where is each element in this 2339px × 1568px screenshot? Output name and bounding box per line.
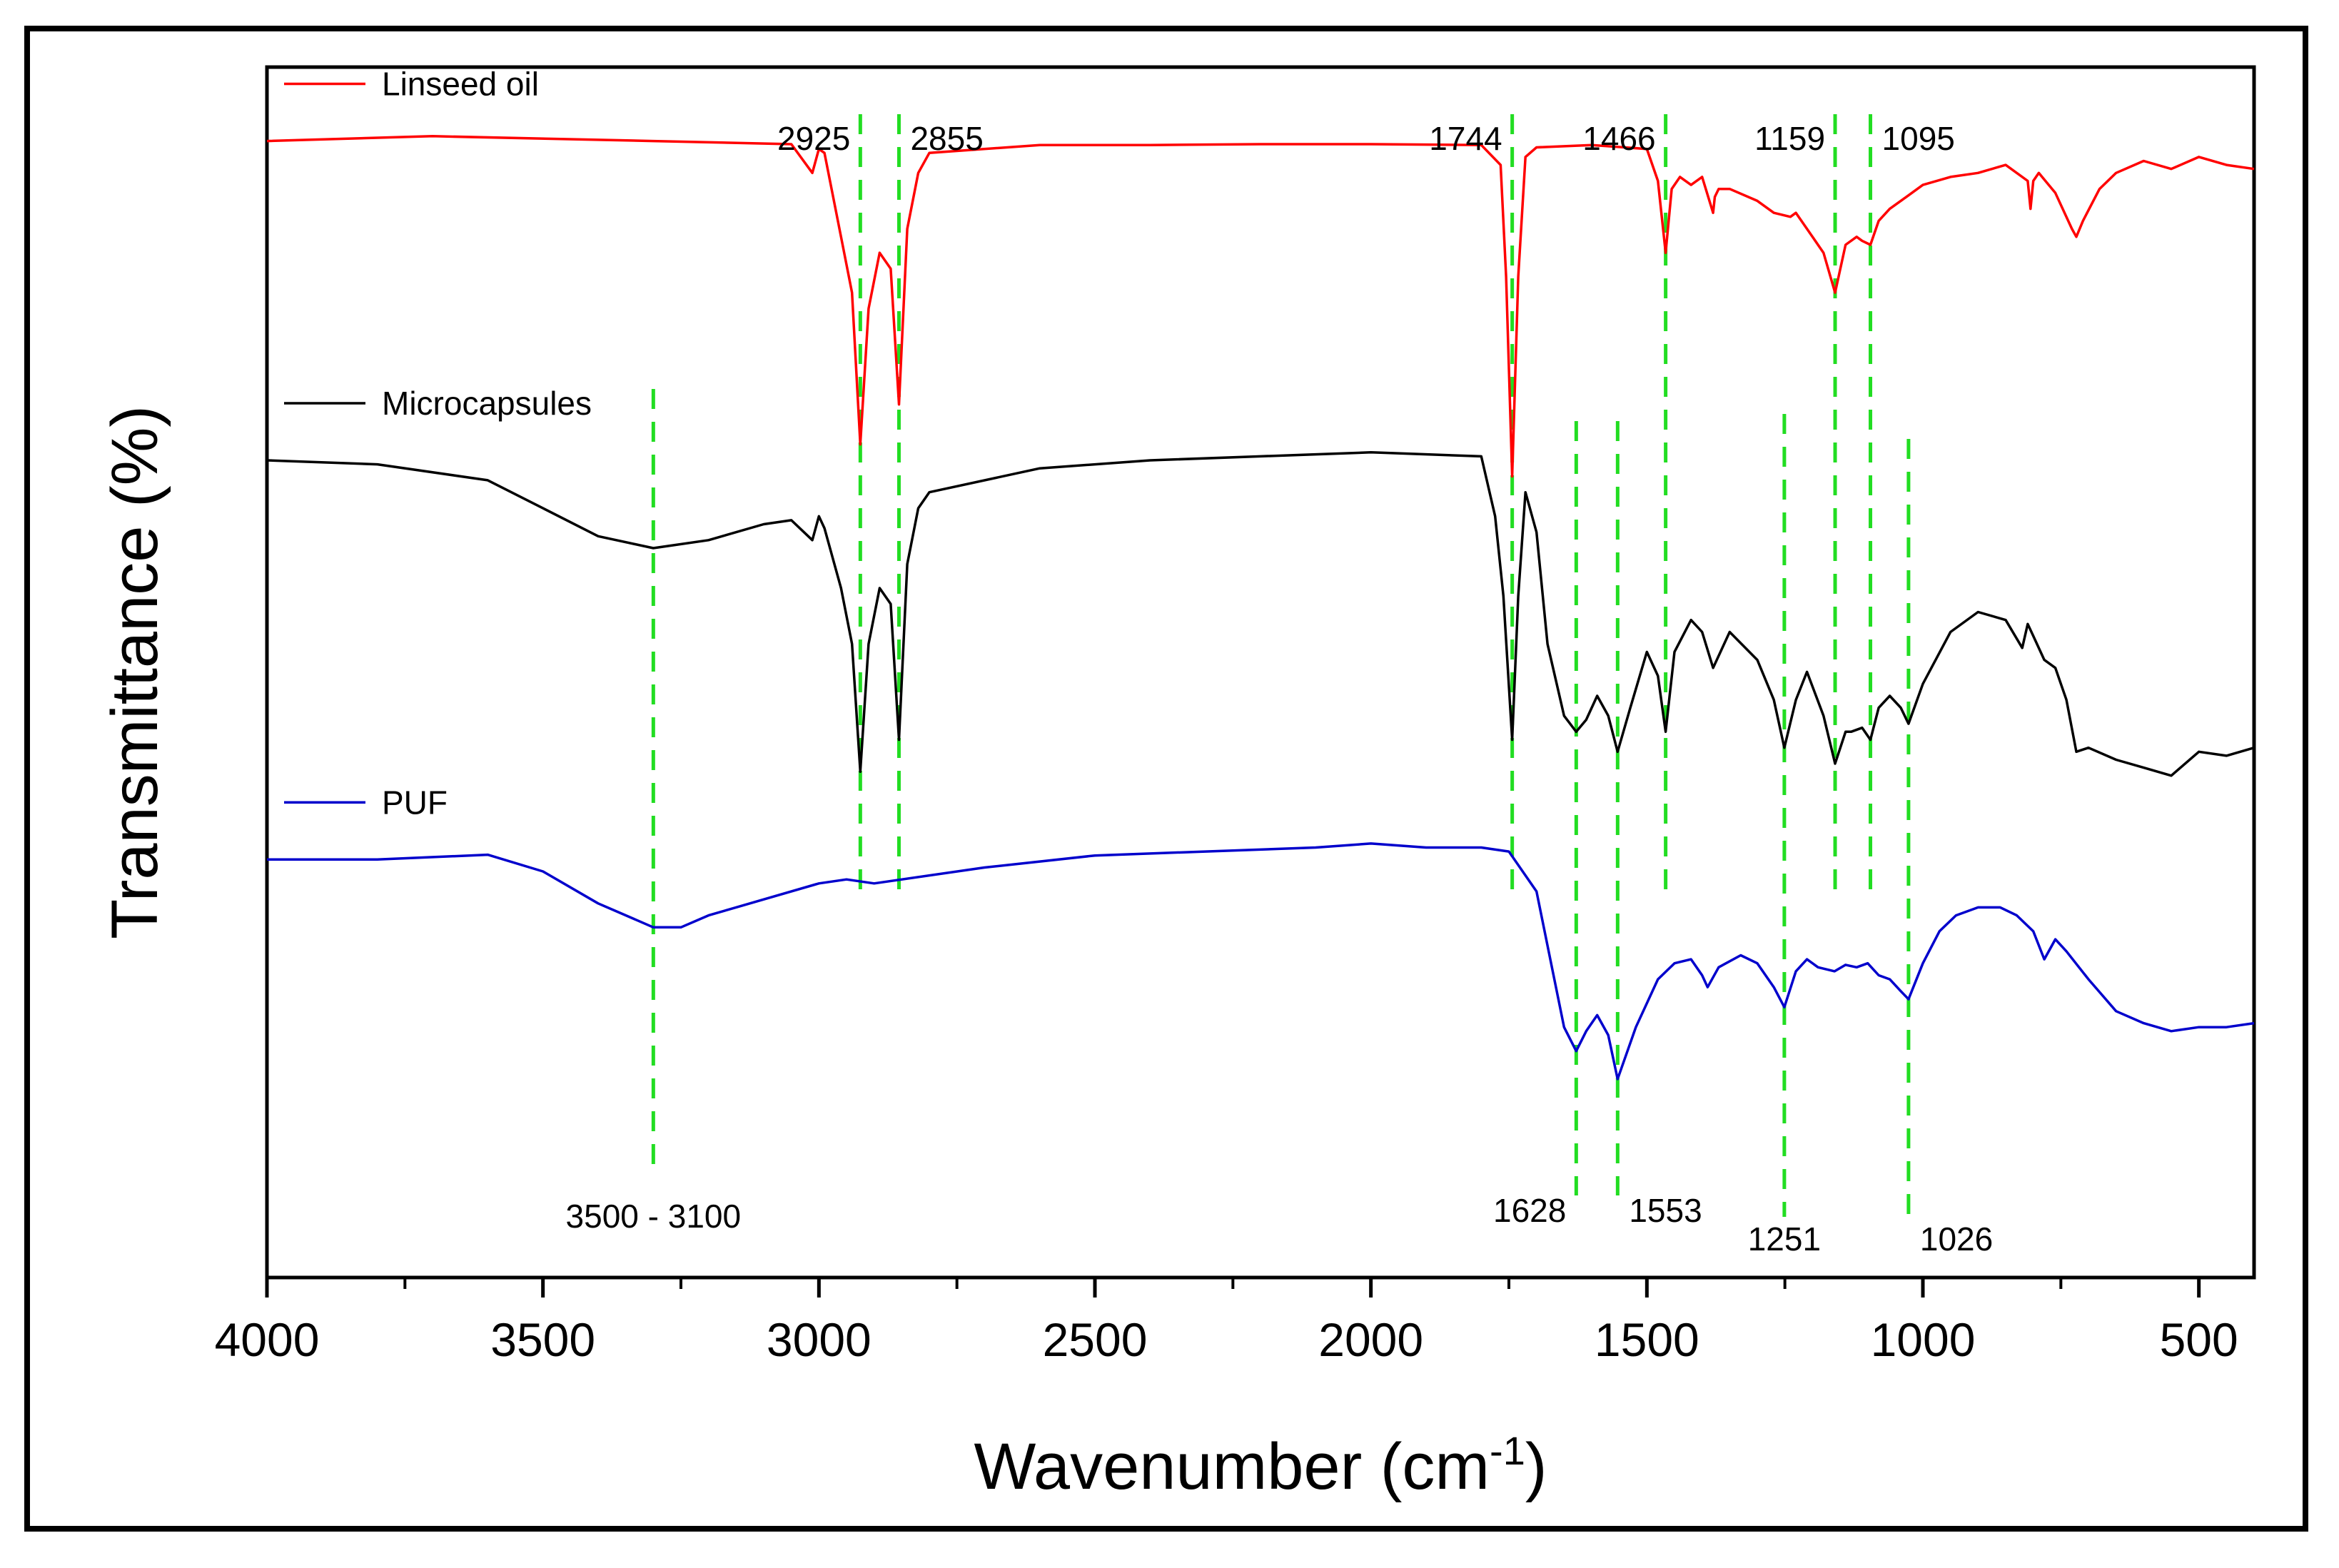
plot-frame — [265, 65, 2256, 1280]
x-tick-label: 1500 — [1595, 1313, 1699, 1366]
peak-label: 1095 — [1882, 120, 1955, 157]
peak-label: 1466 — [1582, 120, 1655, 157]
x-axis-ticks: 4000 3500 3000 2500 2000 1500 1000 500 — [215, 1278, 2238, 1366]
x-tick-label: 2000 — [1318, 1313, 1423, 1366]
figure-border — [24, 26, 2308, 1532]
legend-label: Linseed oil — [382, 66, 539, 103]
peak-label: 3500 - 3100 — [566, 1198, 742, 1235]
x-tick-label: 3500 — [490, 1313, 595, 1366]
x-axis-title: Wavenumber (cm-1) — [974, 1428, 1547, 1503]
plot-area — [265, 65, 2256, 1280]
peak-guide-lines — [651, 114, 1911, 1217]
peak-label: 1553 — [1629, 1192, 1702, 1229]
legend-label: Microcapsules — [382, 385, 592, 422]
peak-annotations: 2925 2855 1744 1466 1159 1095 3500 - 3100 1628 1… — [566, 120, 1994, 1258]
series-line-microcapsules — [266, 451, 2255, 777]
x-tick-label: 1000 — [1871, 1313, 1976, 1366]
legend: Linseed oil Microcapsules PUF — [284, 66, 592, 821]
peak-label: 1628 — [1493, 1192, 1566, 1229]
x-tick-label: 3000 — [767, 1313, 872, 1366]
series-line-linseed-oil — [266, 135, 2255, 478]
peak-label: 1159 — [1754, 120, 1825, 157]
x-axis-title-superscript: -1 — [1490, 1428, 1525, 1473]
spectrum-traces — [266, 135, 2255, 1081]
x-tick-label: 2500 — [1043, 1313, 1148, 1366]
peak-label: 1744 — [1429, 120, 1502, 157]
peak-label: 1026 — [1920, 1220, 1993, 1258]
peak-label: 2855 — [910, 120, 983, 157]
peak-label: 1251 — [1748, 1220, 1821, 1258]
series-line-puf — [267, 842, 2255, 1081]
legend-label: PUF — [382, 784, 448, 821]
x-tick-label: 500 — [2160, 1313, 2238, 1366]
x-tick-label: 4000 — [215, 1313, 320, 1366]
peak-label: 2925 — [777, 120, 850, 157]
y-axis-title: Transmittance (%) — [98, 405, 171, 939]
